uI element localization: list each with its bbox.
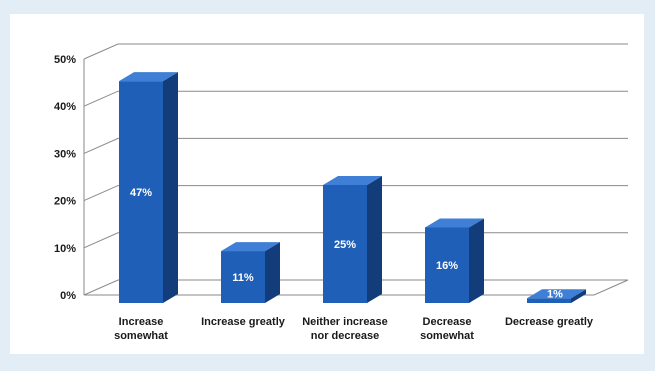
gridline — [83, 185, 628, 202]
bar — [323, 176, 382, 303]
data-labels: 47% 11% 25% 16% 1% — [130, 187, 563, 300]
y-tick-label: 20% — [54, 196, 76, 208]
data-label: 47% — [130, 187, 152, 199]
bar-front — [221, 251, 265, 303]
y-axis-tick-labels: 0% 10% 20% 30% 40% 50% — [54, 54, 76, 302]
gridline — [83, 137, 628, 154]
data-label: 11% — [232, 272, 254, 284]
bar-side — [367, 176, 382, 303]
bar-front — [323, 185, 367, 303]
gridline — [83, 90, 628, 107]
category-label: somewhat — [114, 330, 168, 342]
bar-top — [527, 289, 586, 299]
bar — [425, 218, 484, 303]
y-tick-label: 0% — [60, 290, 76, 302]
bar — [527, 289, 586, 303]
bar-chart: 0% 10% 20% 30% 40% 50% 47% 11% 25% 16% 1% Increas… — [54, 43, 629, 342]
x-axis-category-labels: Increase somewhat Increase greatly Neither … — [114, 316, 594, 342]
category-label: Decrease — [423, 316, 472, 328]
chart-floor — [83, 279, 629, 296]
bar — [119, 72, 178, 303]
bar-top — [425, 218, 484, 228]
bar-front — [119, 81, 163, 303]
gridlines — [83, 43, 629, 296]
data-label: 16% — [436, 260, 458, 272]
chart-panel: 0% 10% 20% 30% 40% 50% 47% 11% 25% 16% 1% Increas… — [10, 14, 644, 354]
data-label: 1% — [547, 288, 563, 300]
bar-front — [527, 298, 571, 303]
category-label: Increase greatly — [201, 316, 286, 328]
category-label: Neither increase — [302, 316, 388, 328]
bar-side — [265, 242, 280, 303]
bars — [119, 72, 586, 303]
y-tick-label: 30% — [54, 148, 76, 160]
category-label: somewhat — [420, 330, 474, 342]
y-tick-label: 10% — [54, 243, 76, 255]
bar-side — [163, 72, 178, 303]
bar — [221, 242, 280, 303]
y-tick-label: 40% — [54, 101, 76, 113]
bar-top — [119, 72, 178, 82]
y-tick-label: 50% — [54, 54, 76, 66]
category-label: Decrease greatly — [505, 316, 594, 328]
gridline — [83, 43, 628, 60]
bar-top — [221, 242, 280, 252]
category-label: Increase — [119, 316, 164, 328]
bar-top — [323, 176, 382, 185]
bar-side — [571, 289, 586, 303]
bar-front — [425, 227, 469, 303]
category-label: nor decrease — [311, 330, 379, 342]
bar-side — [469, 218, 484, 303]
data-label: 25% — [334, 239, 356, 251]
